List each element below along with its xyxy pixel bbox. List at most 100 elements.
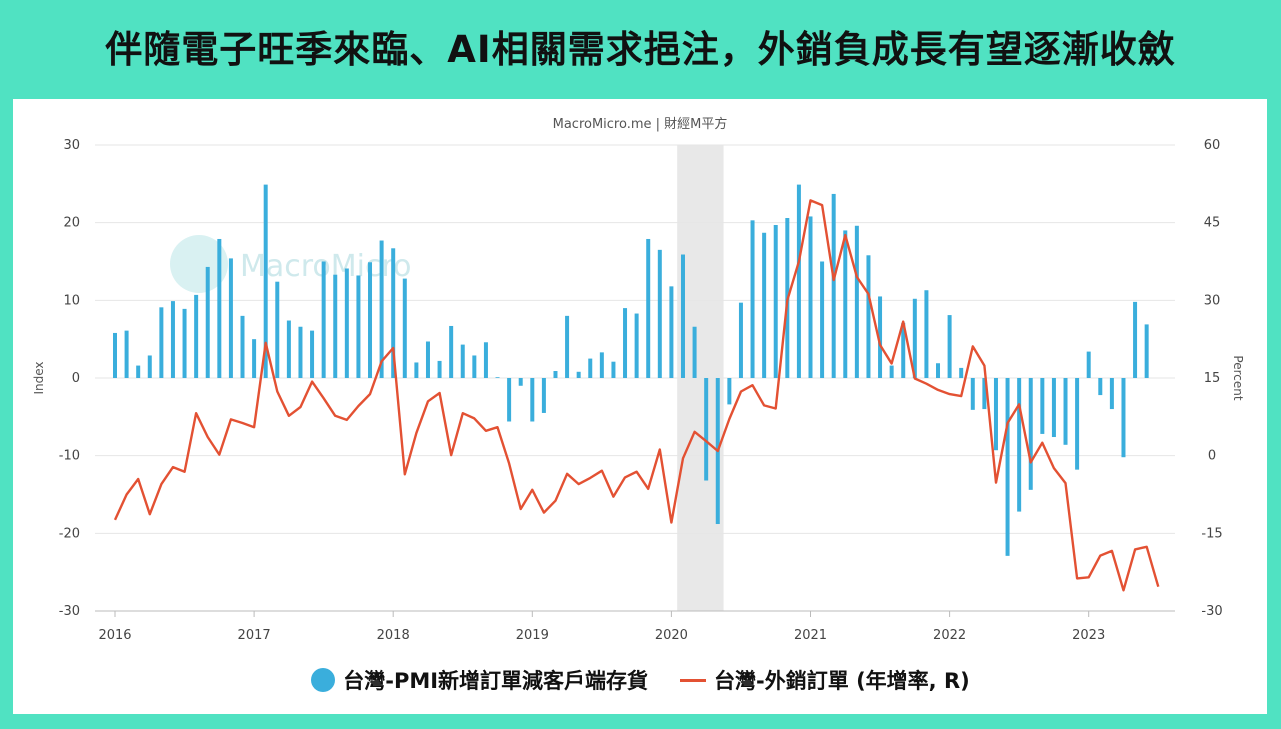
bar	[518, 378, 523, 386]
bar	[878, 296, 883, 378]
left-tick-label: -20	[59, 526, 80, 541]
bar	[113, 332, 117, 378]
right-axis-title: Percent	[1231, 355, 1245, 400]
bar	[750, 220, 755, 378]
legend-bar-label: 台灣-PMI新增訂單減客戶端存貨	[343, 669, 649, 693]
bar	[1040, 378, 1045, 434]
right-tick-label: 30	[1204, 293, 1221, 308]
bar	[170, 301, 175, 378]
legend-line-marker	[680, 678, 707, 682]
bar	[646, 238, 651, 378]
bar	[970, 378, 975, 410]
bar	[901, 322, 906, 378]
right-tick-label: 45	[1204, 216, 1221, 231]
x-tick-label: 2020	[655, 628, 688, 643]
bar	[541, 378, 546, 413]
bar	[854, 225, 859, 378]
left-tick-label: 30	[63, 138, 80, 153]
bar	[182, 308, 187, 378]
right-tick-label: 60	[1204, 138, 1221, 153]
bar	[321, 261, 326, 378]
bar	[588, 358, 593, 378]
bar	[449, 325, 454, 378]
legend-bar-marker	[311, 668, 336, 692]
left-axis-title: Index	[32, 361, 46, 394]
legend-line-label: 台灣-外銷訂單 (年增率, R)	[714, 669, 970, 693]
bar	[1121, 378, 1126, 458]
bar	[530, 378, 535, 422]
bar	[889, 365, 894, 378]
bar	[483, 342, 488, 378]
left-tick-label: 10	[63, 293, 80, 308]
bar	[947, 315, 952, 378]
bar	[425, 341, 430, 378]
bar	[1109, 378, 1114, 410]
bar	[820, 261, 825, 378]
bar	[796, 184, 801, 378]
right-tick-label: -30	[1201, 604, 1222, 619]
bar	[1144, 324, 1149, 378]
bar	[599, 352, 604, 378]
bar	[472, 355, 477, 378]
bar	[263, 184, 268, 378]
bar	[866, 255, 871, 378]
bar	[1028, 378, 1033, 490]
legend-item-export[interactable]: 台灣-外銷訂單 (年增率, R)	[680, 665, 970, 695]
bar	[959, 367, 964, 378]
bar	[553, 371, 558, 378]
bar	[993, 378, 998, 451]
bar	[240, 315, 245, 378]
x-tick-label: 2017	[238, 628, 271, 643]
x-tick-label: 2022	[933, 628, 966, 643]
bar	[912, 298, 917, 378]
bar	[657, 249, 662, 378]
left-tick-label: -10	[59, 449, 80, 464]
x-tick-label: 2021	[794, 628, 827, 643]
bar	[124, 330, 129, 378]
bar	[194, 294, 199, 378]
series-line-export-orders	[113, 199, 1160, 592]
bar	[147, 355, 152, 378]
legend-item-pmi[interactable]: 台灣-PMI新增訂單減客戶端存貨	[311, 665, 648, 695]
bar	[495, 377, 500, 378]
bar	[414, 362, 419, 378]
bar	[565, 315, 570, 378]
bar	[402, 278, 407, 378]
bar	[924, 290, 929, 378]
bar	[460, 344, 465, 378]
left-tick-label: -30	[59, 604, 80, 619]
right-tick-label: 15	[1204, 371, 1221, 386]
bar	[1098, 378, 1103, 396]
left-tick-label: 0	[72, 371, 80, 386]
bar	[843, 230, 848, 378]
bar	[1075, 378, 1080, 470]
x-tick-label: 2018	[377, 628, 410, 643]
right-tick-label: -15	[1201, 526, 1222, 541]
bar	[368, 262, 373, 378]
bar	[136, 365, 141, 378]
right-tick-label: 0	[1208, 449, 1216, 464]
source-label: MacroMicro.me | 財經M平方	[553, 116, 728, 132]
chart-legend: 台灣-PMI新增訂單減客戶端存貨 台灣-外銷訂單 (年增率, R)	[0, 660, 1281, 700]
bar	[391, 248, 396, 378]
bar	[1017, 378, 1022, 512]
x-tick-label: 2023	[1072, 628, 1105, 643]
x-tick-label: 2016	[98, 628, 131, 643]
bar	[217, 238, 222, 378]
bar	[831, 193, 836, 378]
bar	[680, 254, 685, 378]
bar	[936, 363, 941, 378]
bar	[623, 308, 628, 378]
bar	[773, 224, 778, 378]
watermark-logo-icon	[170, 235, 228, 293]
bar	[275, 281, 280, 378]
bar	[252, 339, 257, 378]
bar	[704, 378, 709, 481]
bar	[310, 330, 315, 378]
bar	[298, 326, 303, 378]
x-tick-label: 2019	[516, 628, 549, 643]
bar	[762, 232, 767, 378]
left-tick-label: 20	[63, 216, 80, 231]
